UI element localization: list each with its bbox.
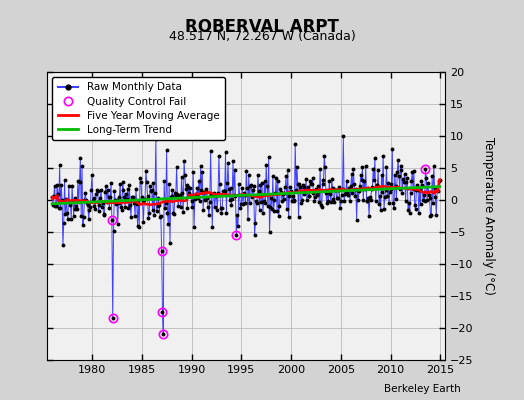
Text: Berkeley Earth: Berkeley Earth: [385, 384, 461, 394]
Y-axis label: Temperature Anomaly (°C): Temperature Anomaly (°C): [482, 137, 495, 295]
Text: ROBERVAL ARPT: ROBERVAL ARPT: [185, 18, 339, 36]
Legend: Raw Monthly Data, Quality Control Fail, Five Year Moving Average, Long-Term Tren: Raw Monthly Data, Quality Control Fail, …: [52, 77, 225, 140]
Text: 48.517 N, 72.267 W (Canada): 48.517 N, 72.267 W (Canada): [169, 30, 355, 43]
